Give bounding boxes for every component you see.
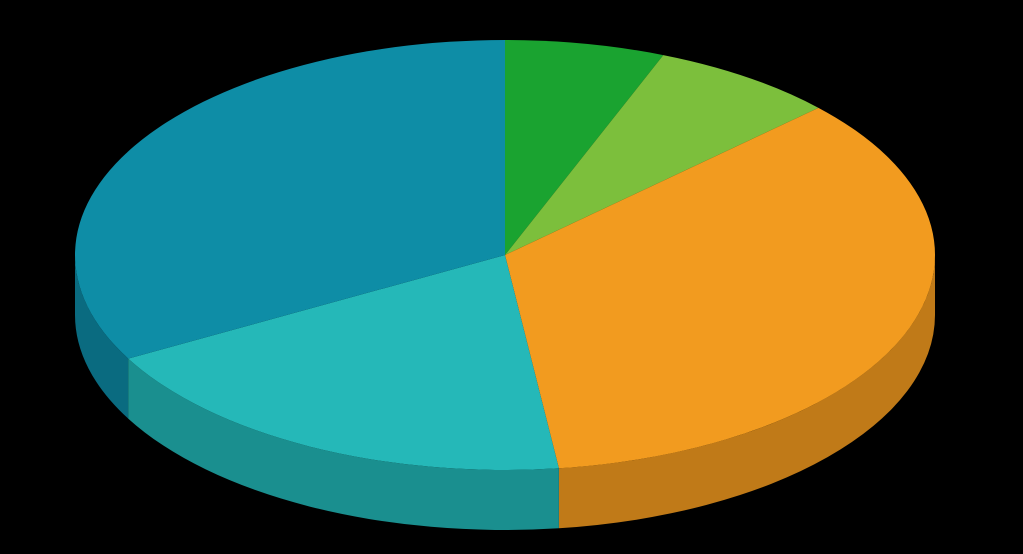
pie-chart [0, 0, 1023, 554]
